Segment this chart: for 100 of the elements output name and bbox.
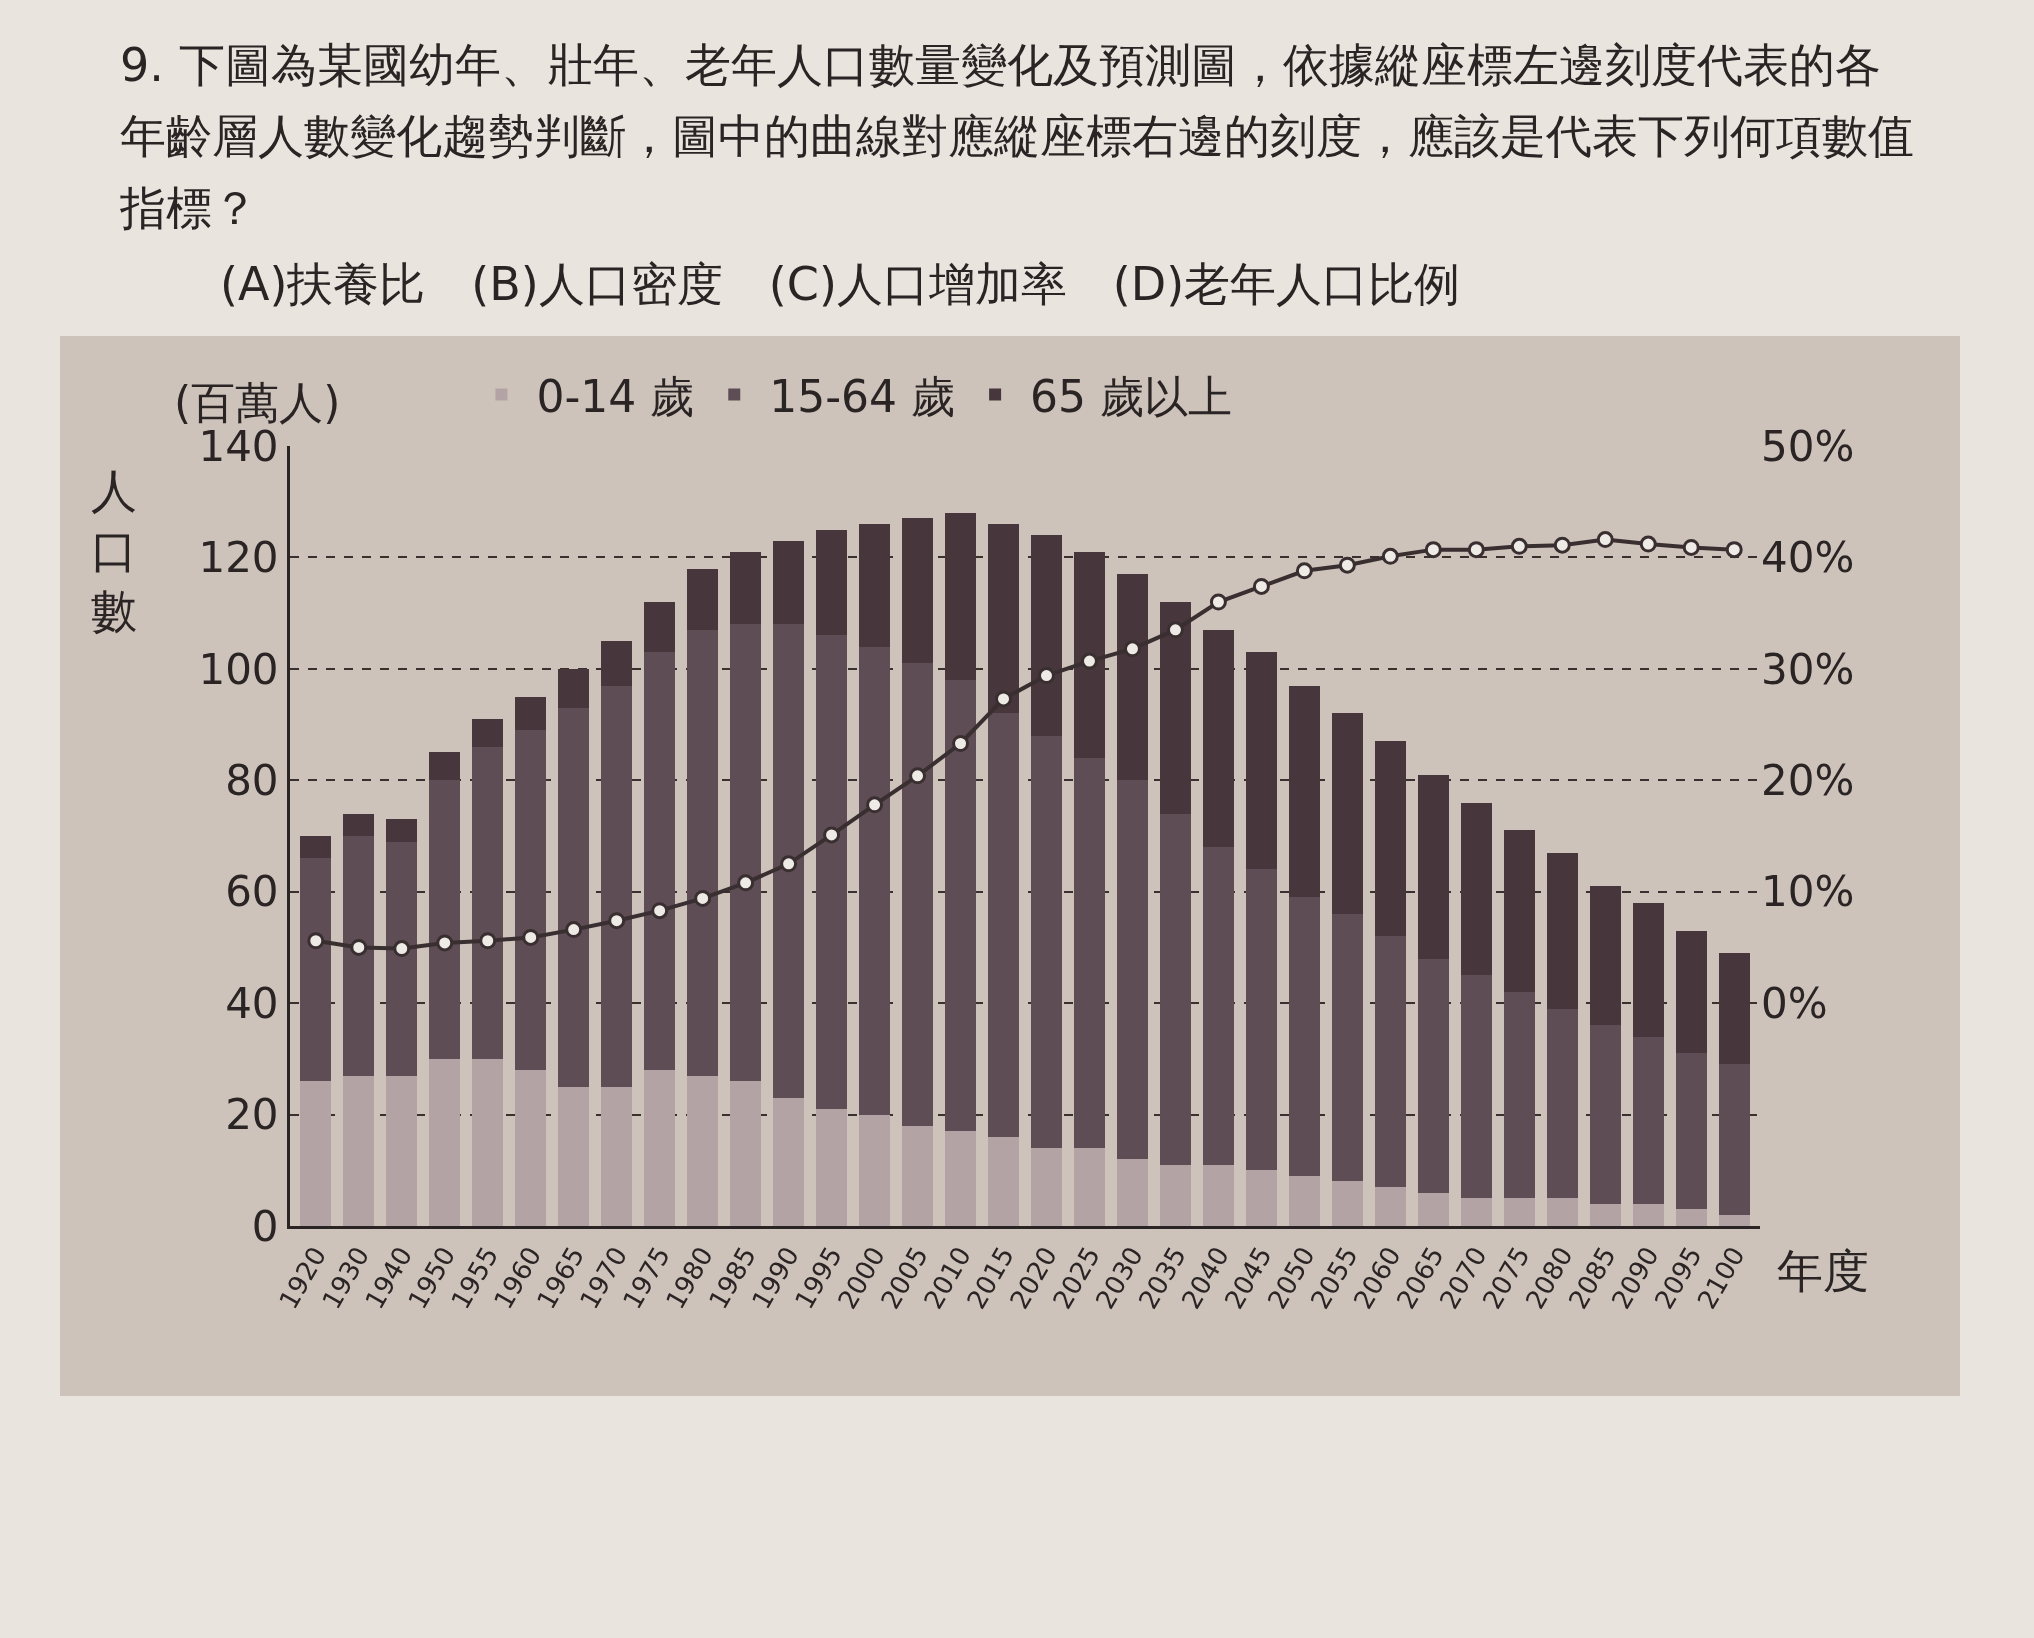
- chart-subtitle: (A)扶養比 (B)人口密度 (C)人口增加率 (D)老年人口比例: [219, 255, 1462, 313]
- bar: [644, 652, 676, 1070]
- bar: [1202, 629, 1234, 848]
- bar: [1031, 735, 1062, 1148]
- bar: [1202, 1164, 1234, 1226]
- bar: [300, 835, 332, 859]
- y-tick-label: 80: [225, 755, 279, 805]
- point: [522, 928, 540, 946]
- bar: [1116, 780, 1148, 1160]
- bar: [1460, 975, 1492, 1199]
- bar: [1589, 1025, 1621, 1204]
- bar: [1417, 1192, 1449, 1226]
- bar: [343, 813, 375, 836]
- bar: [1331, 713, 1363, 914]
- bar: [558, 1086, 590, 1226]
- bar: [1031, 1147, 1062, 1226]
- bar: [472, 746, 504, 1059]
- y2-tick-label: 50%: [1761, 421, 1855, 471]
- bar: [730, 1081, 762, 1226]
- bar: [945, 679, 976, 1132]
- bar: [988, 523, 1019, 714]
- bar: [300, 1081, 332, 1226]
- bar: [1159, 813, 1191, 1165]
- point: [952, 734, 970, 752]
- y-tick-label: 0: [251, 1201, 279, 1251]
- bar: [644, 601, 676, 653]
- bar: [1503, 1198, 1535, 1226]
- bar: [1074, 1147, 1105, 1226]
- point: [1381, 547, 1399, 565]
- point: [307, 932, 325, 950]
- bar: [1031, 535, 1062, 736]
- bar: [1460, 1198, 1492, 1226]
- bar: [988, 713, 1019, 1137]
- point: [1725, 541, 1743, 559]
- bar: [1288, 685, 1320, 898]
- point: [1639, 535, 1657, 553]
- y2-tick-label: 20%: [1761, 755, 1855, 805]
- bar: [1675, 930, 1707, 1054]
- bar: [601, 1086, 633, 1226]
- bar: [429, 752, 461, 781]
- bar: [1159, 1164, 1191, 1226]
- point: [1252, 577, 1270, 595]
- y-axis-title: 人口數: [91, 463, 137, 638]
- point: [866, 796, 884, 814]
- bar: [988, 1136, 1019, 1226]
- bar: [1116, 574, 1148, 781]
- point: [350, 938, 368, 956]
- point: [651, 902, 669, 920]
- bar: [773, 540, 805, 625]
- bar: [1245, 652, 1277, 870]
- bar: [1718, 1064, 1750, 1215]
- bar: [1632, 902, 1664, 1037]
- point: [393, 939, 411, 957]
- bar: [1116, 1159, 1148, 1226]
- point: [995, 690, 1013, 708]
- bar: [1331, 1181, 1363, 1226]
- bar: [1331, 913, 1363, 1182]
- bar: [386, 1075, 418, 1226]
- bar: [386, 819, 418, 842]
- point: [909, 767, 927, 785]
- y2-tick-label: 40%: [1761, 533, 1855, 583]
- bar: [429, 1058, 461, 1226]
- y-tick-label: 120: [198, 533, 279, 583]
- bar: [601, 640, 633, 686]
- y2-tick-label: 30%: [1761, 644, 1855, 694]
- bar: [859, 1114, 891, 1226]
- bar: [515, 696, 547, 731]
- bar: [1675, 1053, 1707, 1210]
- legend-label: 0-14 歲: [536, 370, 695, 422]
- bar: [1675, 1209, 1707, 1226]
- bar: [859, 646, 891, 1115]
- bar: [1245, 869, 1277, 1171]
- bar: [730, 551, 762, 625]
- bar: [1589, 1203, 1621, 1226]
- bar: [386, 841, 418, 1076]
- y-tick-label: 40: [225, 978, 279, 1028]
- bar: [902, 518, 934, 664]
- bar: [1374, 741, 1406, 937]
- bar: [472, 1058, 504, 1226]
- point: [1080, 652, 1098, 670]
- bar: [472, 718, 504, 747]
- y-tick-label: 100: [198, 644, 279, 694]
- bar: [902, 663, 934, 1126]
- bar: [1159, 601, 1191, 814]
- bar: [601, 685, 633, 1087]
- bar: [1374, 1186, 1406, 1226]
- bar: [1245, 1170, 1277, 1226]
- bar: [1718, 952, 1750, 1065]
- bar: [1503, 991, 1535, 1199]
- point: [1209, 593, 1227, 611]
- bar: [773, 624, 805, 1098]
- point: [565, 920, 583, 938]
- bar: [343, 835, 375, 1076]
- bar: [1632, 1036, 1664, 1204]
- point: [479, 932, 497, 950]
- bar: [1546, 852, 1578, 1009]
- y2-tick-label: 10%: [1761, 867, 1855, 917]
- point: [694, 889, 712, 907]
- bar: [558, 668, 590, 708]
- bar: [1074, 551, 1105, 758]
